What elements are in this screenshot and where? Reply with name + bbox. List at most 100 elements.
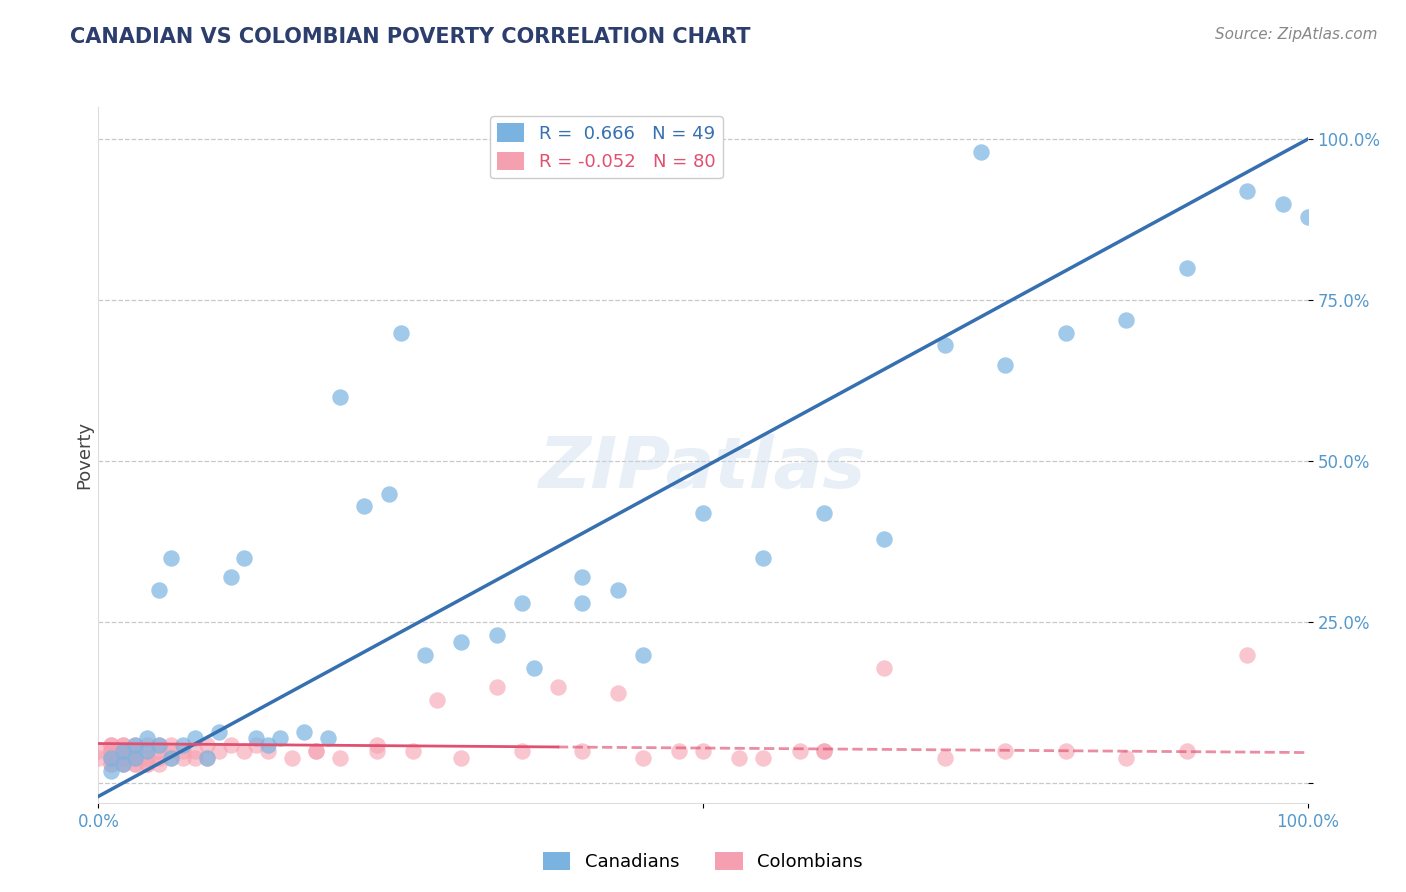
Point [631,648,654,662]
Point [124,750,146,764]
Point [111,744,134,758]
Point [111,744,134,758]
Point [1054,326,1077,340]
Point [111,750,134,764]
Y-axis label: Poverty: Poverty [75,421,93,489]
Text: Source: ZipAtlas.com: Source: ZipAtlas.com [1215,27,1378,42]
Point [135,738,157,752]
Point [692,506,714,520]
Point [160,738,183,752]
Point [571,596,593,610]
Point [1296,210,1319,224]
Point [1115,750,1137,764]
Point [135,757,157,772]
Point [100,750,122,764]
Point [450,750,472,764]
Legend: R =  0.666   N = 49, R = -0.052   N = 80: R = 0.666 N = 49, R = -0.052 N = 80 [489,116,723,178]
Point [970,145,993,160]
Point [413,648,436,662]
Point [100,750,122,764]
Point [256,744,278,758]
Point [195,750,218,764]
Point [195,750,218,764]
Point [426,692,449,706]
Point [813,744,835,758]
Point [389,326,412,340]
Point [208,744,231,758]
Point [305,744,328,758]
Point [124,750,146,764]
Point [111,757,134,772]
Point [728,750,751,764]
Point [160,744,183,758]
Point [124,738,146,752]
Point [510,744,533,758]
Point [148,757,170,772]
Point [366,738,388,752]
Point [245,738,267,752]
Point [111,757,134,772]
Legend: Canadians, Colombians: Canadians, Colombians [536,845,870,879]
Point [994,358,1017,372]
Point [135,731,157,746]
Point [1236,184,1258,198]
Point [124,750,146,764]
Point [692,744,714,758]
Point [232,551,254,566]
Point [208,725,231,739]
Point [305,744,328,758]
Point [221,738,243,752]
Point [111,744,134,758]
Point [245,731,267,746]
Point [1054,744,1077,758]
Point [135,757,157,772]
Point [486,628,509,642]
Text: CANADIAN VS COLOMBIAN POVERTY CORRELATION CHART: CANADIAN VS COLOMBIAN POVERTY CORRELATIO… [70,27,751,46]
Point [135,750,157,764]
Point [100,744,122,758]
Point [1236,648,1258,662]
Point [148,750,170,764]
Point [111,750,134,764]
Point [100,744,122,758]
Point [111,750,134,764]
Text: ZIPatlas: ZIPatlas [540,434,866,503]
Point [1175,261,1198,276]
Point [353,500,375,514]
Point [160,750,183,764]
Point [160,551,183,566]
Point [124,757,146,772]
Point [607,686,630,700]
Point [111,738,134,752]
Point [100,738,122,752]
Point [450,634,472,648]
Point [148,738,170,752]
Point [934,338,956,352]
Point [111,744,134,758]
Point [100,750,122,764]
Point [87,744,110,758]
Point [292,725,315,739]
Point [160,750,183,764]
Point [523,660,546,674]
Point [1175,744,1198,758]
Point [124,744,146,758]
Point [281,750,304,764]
Point [111,757,134,772]
Point [668,744,690,758]
Point [172,744,194,758]
Point [329,750,352,764]
Point [1272,196,1295,211]
Point [135,744,157,758]
Point [124,744,146,758]
Point [124,757,146,772]
Point [135,744,157,758]
Point [172,738,194,752]
Point [100,757,122,772]
Point [873,660,896,674]
Point [752,750,775,764]
Point [148,744,170,758]
Point [111,738,134,752]
Point [1115,312,1137,326]
Point [752,551,775,566]
